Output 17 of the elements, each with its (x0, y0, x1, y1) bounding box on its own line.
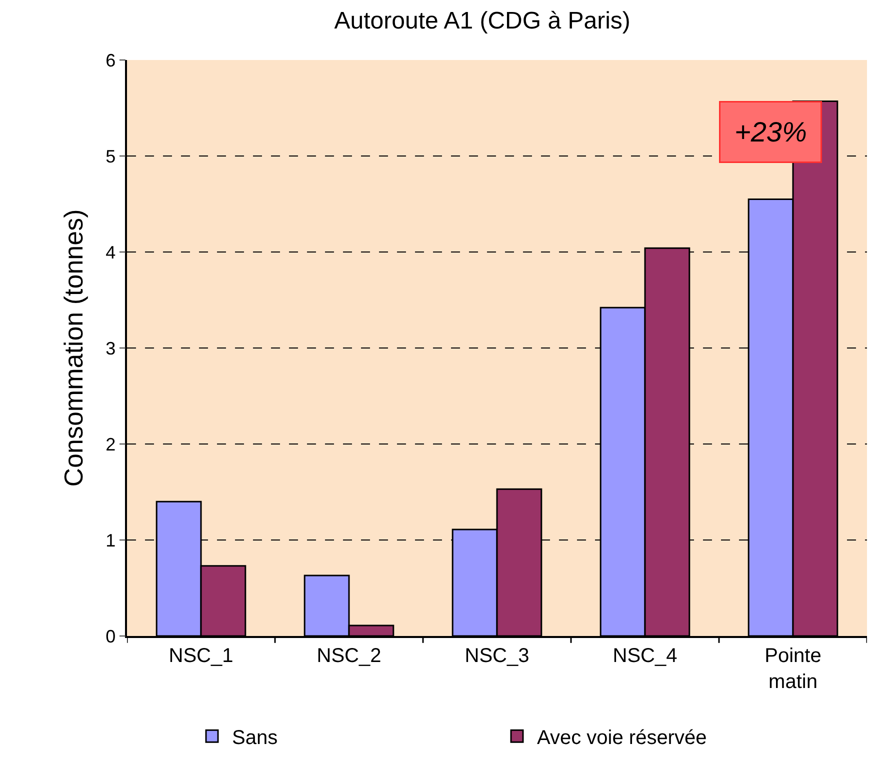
y-tick-label: 3 (106, 338, 116, 358)
x-tick-label: NSC_1 (168, 644, 234, 667)
y-tick-label: 0 (106, 626, 116, 646)
y-tick-label: 1 (106, 530, 116, 550)
x-tick-label: NSC_2 (316, 644, 382, 667)
x-tick-label: NSC_3 (464, 644, 530, 667)
x-tick-label: Pointe matin (764, 644, 822, 693)
y-tick-label: 6 (106, 50, 116, 70)
y-tick-label: 4 (106, 242, 116, 262)
y-tick-label: 5 (106, 146, 116, 166)
y-tick-label: 2 (106, 434, 116, 454)
annotation: +23% (734, 116, 807, 148)
x-tick-label: NSC_4 (612, 644, 678, 667)
legend-label: Sans (232, 726, 278, 749)
chart-title: Autoroute A1 (CDG à Paris) (334, 7, 630, 34)
legend-label: Avec voie réservée (537, 726, 707, 749)
y-axis-title: Consommation (tonnes) (58, 209, 89, 487)
